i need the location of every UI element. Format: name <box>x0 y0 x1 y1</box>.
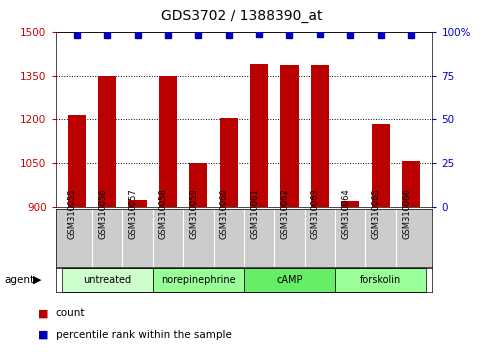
Bar <box>341 201 359 207</box>
Text: ▶: ▶ <box>33 275 42 285</box>
Bar <box>159 76 177 207</box>
Bar <box>128 200 147 207</box>
Text: count: count <box>56 308 85 318</box>
Bar <box>62 268 153 292</box>
Text: cAMP: cAMP <box>276 275 303 285</box>
Bar <box>250 64 268 207</box>
Text: forskolin: forskolin <box>360 275 401 285</box>
Text: GSM310063: GSM310063 <box>311 188 320 239</box>
Bar <box>311 65 329 207</box>
Text: agent: agent <box>5 275 35 285</box>
Text: GSM310058: GSM310058 <box>159 188 168 239</box>
Text: GSM310062: GSM310062 <box>281 188 289 239</box>
Text: GSM310061: GSM310061 <box>250 188 259 239</box>
Text: GSM310060: GSM310060 <box>220 188 229 239</box>
Bar <box>189 163 208 207</box>
Bar <box>371 124 390 207</box>
Text: ■: ■ <box>38 330 49 339</box>
Text: GSM310059: GSM310059 <box>189 188 199 239</box>
Bar <box>68 115 86 207</box>
Text: GSM310066: GSM310066 <box>402 188 411 239</box>
Bar <box>280 65 298 207</box>
Bar <box>153 268 244 292</box>
Bar <box>402 161 420 207</box>
Bar <box>220 118 238 207</box>
Text: untreated: untreated <box>83 275 131 285</box>
Bar <box>244 268 335 292</box>
Text: GSM310057: GSM310057 <box>128 188 138 239</box>
Text: percentile rank within the sample: percentile rank within the sample <box>56 330 231 339</box>
Text: GSM310055: GSM310055 <box>68 188 77 239</box>
Bar <box>98 76 116 207</box>
Text: GDS3702 / 1388390_at: GDS3702 / 1388390_at <box>161 9 322 23</box>
Text: GSM310065: GSM310065 <box>371 188 381 239</box>
Text: norepinephrine: norepinephrine <box>161 275 236 285</box>
Bar <box>335 268 426 292</box>
Text: GSM310056: GSM310056 <box>98 188 107 239</box>
Text: GSM310064: GSM310064 <box>341 188 350 239</box>
Text: ■: ■ <box>38 308 49 318</box>
